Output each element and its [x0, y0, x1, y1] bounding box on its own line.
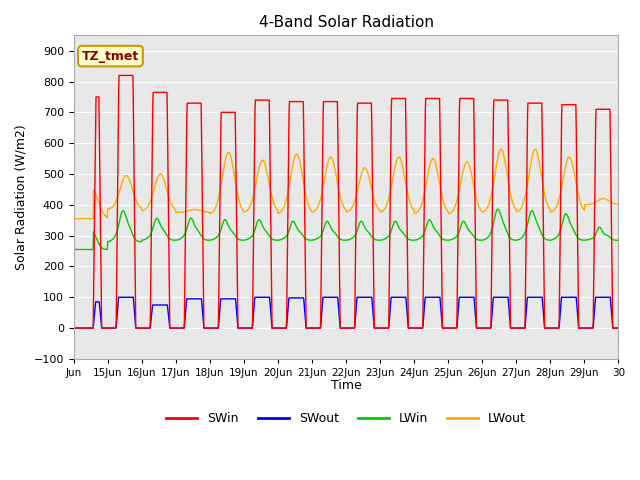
LWout [608, 200, 616, 205]
SWout [608, 312, 616, 318]
LWin [608, 236, 616, 242]
SWout [115, 294, 123, 300]
Legend: SWin, SWout, LWin, LWout: SWin, SWout, LWin, LWout [161, 407, 531, 430]
LWin [332, 231, 339, 237]
LWin [614, 237, 622, 243]
Title: 4-Band Solar Radiation: 4-Band Solar Radiation [259, 15, 433, 30]
LWin [494, 206, 502, 212]
LWout [474, 202, 482, 208]
SWout [70, 325, 77, 331]
Text: TZ_tmet: TZ_tmet [82, 49, 139, 62]
SWin [70, 325, 77, 331]
LWin [321, 221, 329, 227]
SWout [156, 302, 163, 308]
LWin [474, 237, 482, 243]
SWin [614, 325, 622, 331]
Line: SWout: SWout [74, 297, 618, 328]
LWout [70, 216, 77, 222]
SWout [332, 294, 340, 300]
Line: LWout: LWout [74, 149, 618, 219]
LWout [555, 198, 563, 204]
X-axis label: Time: Time [331, 379, 362, 392]
Line: LWin: LWin [74, 209, 618, 250]
SWout [475, 325, 483, 331]
SWin [608, 243, 616, 249]
LWout [321, 172, 329, 178]
Y-axis label: Solar Radiation (W/m2): Solar Radiation (W/m2) [15, 124, 28, 270]
SWout [322, 294, 330, 300]
SWin [475, 325, 483, 331]
LWout [497, 146, 505, 152]
LWout [332, 169, 339, 175]
SWin [156, 89, 163, 95]
SWout [555, 325, 563, 331]
SWin [332, 99, 340, 105]
Line: SWin: SWin [74, 75, 618, 328]
SWout [614, 325, 622, 331]
LWin [555, 232, 563, 238]
LWin [155, 218, 163, 224]
LWin [70, 247, 77, 252]
SWin [555, 325, 563, 331]
LWout [614, 202, 622, 207]
SWin [322, 99, 330, 105]
LWout [155, 172, 163, 178]
SWin [115, 72, 123, 78]
